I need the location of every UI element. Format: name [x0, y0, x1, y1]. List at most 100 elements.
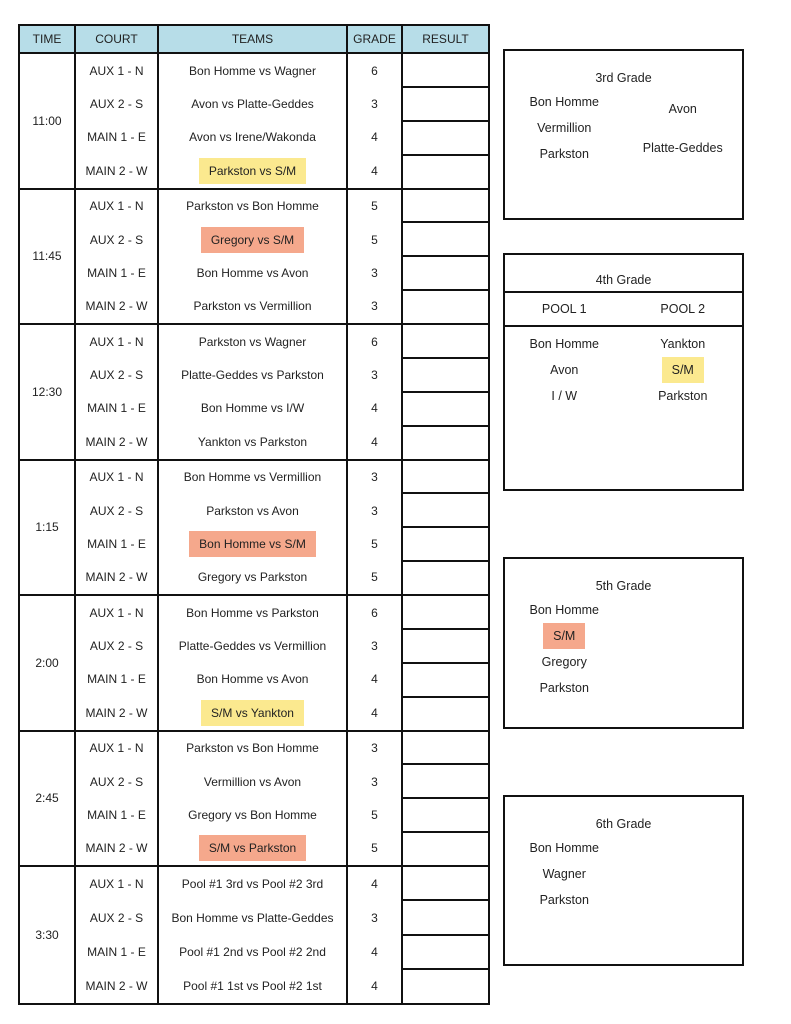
court-text: AUX 1 - N: [89, 334, 144, 349]
result-input[interactable]: [403, 494, 488, 529]
team-name: Vermillion: [537, 121, 592, 135]
result-input[interactable]: [403, 596, 488, 630]
result-input[interactable]: [403, 901, 488, 936]
matchup-text: Parkston vs Bon Homme: [186, 199, 319, 214]
court-cell: AUX 2 - S: [76, 358, 157, 391]
court-text: MAIN 2 - W: [85, 434, 148, 449]
result-input[interactable]: [403, 698, 488, 730]
court-column: AUX 1 - N AUX 2 - S MAIN 1 - E MAIN 2 - W: [76, 189, 159, 323]
team-column: Yankton S/M Parkston: [624, 331, 743, 409]
court-text: MAIN 1 - E: [87, 130, 146, 145]
team-column: Bon Homme Vermillion Parkston: [505, 89, 624, 167]
court-text: MAIN 2 - W: [85, 163, 148, 178]
court-cell: AUX 1 - N: [76, 190, 157, 223]
time-slot: 1:15: [20, 460, 76, 594]
teams-cell: Gregory vs Parkston: [159, 561, 346, 594]
grade-cell: 5: [348, 527, 401, 560]
grade-box: 6th Grade Bon Homme Wagner Parkston: [503, 795, 744, 966]
grade-cell: 3: [348, 629, 401, 662]
result-input[interactable]: [403, 765, 488, 800]
matchup-text: Bon Homme vs Avon: [196, 672, 309, 687]
matchup-text: S/M vs Parkston: [198, 835, 307, 862]
team-column: Avon Platte-Geddes: [624, 89, 743, 167]
grade-column: 6 3 4 4: [348, 596, 403, 730]
grade-cell: 4: [348, 154, 401, 187]
result-input[interactable]: [403, 833, 488, 865]
court-text: AUX 2 - S: [89, 232, 144, 247]
court-text: MAIN 2 - W: [85, 705, 148, 720]
result-input[interactable]: [403, 359, 488, 393]
court-cell: AUX 1 - N: [76, 596, 157, 629]
result-input[interactable]: [403, 461, 488, 495]
grade-text: 3: [371, 910, 378, 925]
result-input[interactable]: [403, 156, 488, 188]
result-input[interactable]: [403, 427, 488, 459]
result-input[interactable]: [403, 257, 488, 292]
time-slot: 12:30: [20, 325, 76, 459]
result-input[interactable]: [403, 970, 488, 1002]
court-cell: AUX 2 - S: [76, 494, 157, 527]
pool-label: POOL 1: [541, 302, 587, 316]
header-time: TIME: [20, 26, 76, 52]
team-name: Bon Homme: [529, 95, 599, 109]
result-input[interactable]: [403, 223, 488, 258]
court-cell: MAIN 1 - E: [76, 527, 157, 560]
result-input[interactable]: [403, 393, 488, 427]
grade-column: 3 3 5 5: [348, 460, 403, 594]
grade-text: 5: [371, 232, 378, 247]
matchup-text: Parkston vs Vermillion: [193, 299, 312, 314]
result-column: [403, 190, 488, 324]
matchup-text: Bon Homme vs S/M: [189, 530, 316, 557]
grade-text: 3: [371, 265, 378, 280]
grade-cell: 5: [348, 223, 401, 256]
grade-text: 6: [371, 334, 378, 349]
result-input[interactable]: [403, 936, 488, 971]
team-entry: Wagner: [505, 861, 624, 887]
court-text: AUX 2 - S: [89, 774, 144, 789]
court-text: MAIN 2 - W: [85, 570, 148, 585]
teams-cell: Bon Homme vs Parkston: [159, 596, 346, 629]
result-input[interactable]: [403, 122, 488, 156]
result-input[interactable]: [403, 562, 488, 594]
teams-cell: Parkston vs S/M: [159, 154, 346, 187]
court-text: MAIN 1 - E: [87, 672, 146, 687]
grade-text: 3: [371, 299, 378, 314]
grade-title: 4th Grade: [505, 255, 742, 293]
team-entry: I / W: [505, 383, 624, 409]
result-input[interactable]: [403, 732, 488, 766]
court-text: AUX 2 - S: [89, 97, 144, 112]
team-list: Bon Homme S/M Gregory Parkston: [505, 597, 742, 701]
grade-cell: 4: [348, 696, 401, 729]
result-input[interactable]: [403, 867, 488, 902]
result-input[interactable]: [403, 88, 488, 122]
time-block: 11:00 AUX 1 - N AUX 2 - S MAIN 1 - E MAIN 2 …: [20, 54, 488, 190]
team-name: Bon Homme: [529, 603, 599, 617]
grade-title: 3rd Grade: [595, 71, 652, 85]
team-entry: Gregory: [505, 649, 624, 675]
grade-text: 3: [371, 503, 378, 518]
court-cell: MAIN 2 - W: [76, 832, 157, 865]
matchup-text: Pool #1 2nd vs Pool #2 2nd: [179, 944, 326, 959]
matchup-text: Pool #1 1st vs Pool #2 1st: [183, 978, 322, 993]
teams-cell: Platte-Geddes vs Parkston: [159, 358, 346, 391]
teams-cell: Platte-Geddes vs Vermillion: [159, 629, 346, 662]
result-input[interactable]: [403, 799, 488, 834]
result-input[interactable]: [403, 190, 488, 224]
court-cell: MAIN 1 - E: [76, 663, 157, 696]
grade-cell: 5: [348, 561, 401, 594]
result-input[interactable]: [403, 325, 488, 359]
court-cell: AUX 1 - N: [76, 867, 157, 901]
result-input[interactable]: [403, 54, 488, 88]
result-input[interactable]: [403, 528, 488, 563]
grade-column: 4 3 4 4: [348, 867, 403, 1003]
result-column: [403, 867, 488, 1003]
grade-cell: 5: [348, 798, 401, 831]
grade-title: 6th Grade: [595, 817, 652, 831]
teams-cell: Parkston vs Vermillion: [159, 290, 346, 323]
team-entry: S/M: [624, 357, 743, 383]
result-input[interactable]: [403, 291, 488, 323]
table-header: TIME COURT TEAMS GRADE RESULT: [20, 26, 488, 54]
result-input[interactable]: [403, 630, 488, 664]
result-column: [403, 461, 488, 595]
result-input[interactable]: [403, 664, 488, 698]
